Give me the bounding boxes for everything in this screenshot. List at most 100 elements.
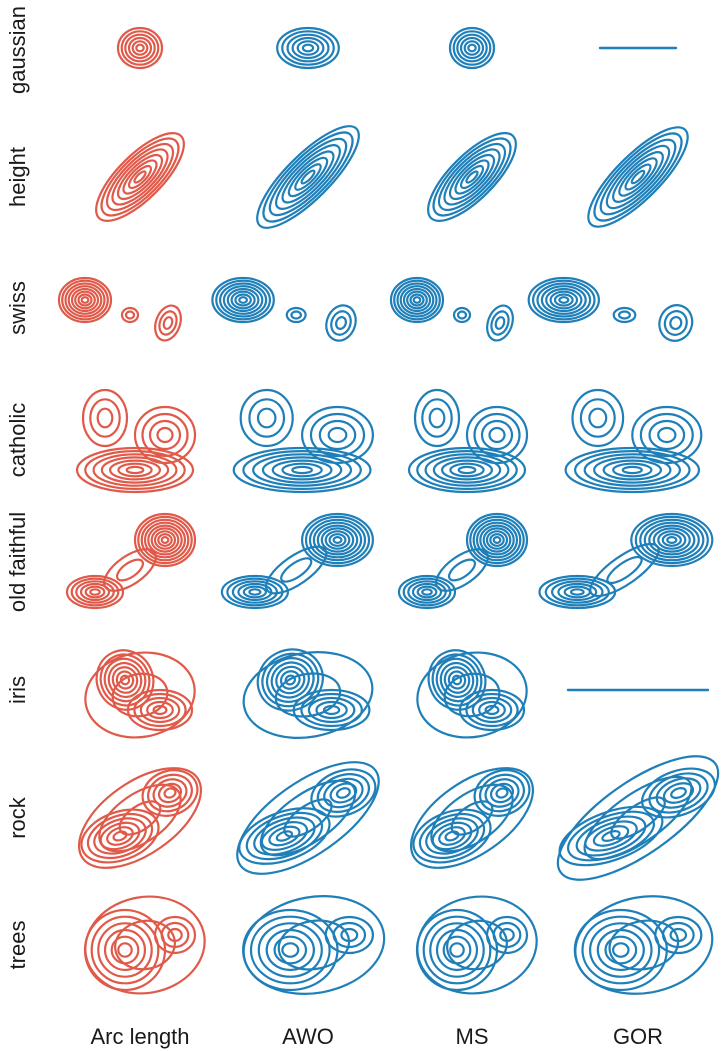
contour-line — [234, 293, 252, 307]
contour-line — [238, 296, 249, 304]
contour-panels — [57, 26, 720, 995]
contour-line — [465, 692, 519, 728]
contour-line — [219, 282, 268, 318]
contour-line — [111, 148, 169, 206]
contour-line — [77, 767, 203, 869]
contour-line — [95, 649, 155, 711]
contour-line — [652, 527, 691, 553]
contour-line — [133, 692, 187, 728]
panel-rock-ms — [409, 767, 535, 869]
contour-line — [471, 696, 513, 724]
contour-line — [308, 518, 367, 562]
contour-line — [64, 282, 106, 318]
contour-line — [480, 419, 514, 451]
panel-old-faithful-arc-length — [65, 512, 197, 610]
contour-line — [106, 143, 174, 211]
contour-line — [459, 36, 485, 60]
contour-line — [242, 585, 267, 599]
contour-line — [438, 143, 506, 211]
contour-line — [84, 450, 186, 491]
contour-line — [456, 33, 488, 63]
contour-line — [588, 407, 608, 429]
contour-line — [287, 156, 329, 198]
contour-line — [494, 316, 506, 330]
contour-line — [583, 775, 693, 861]
contour-line — [545, 287, 583, 313]
contour-line — [276, 26, 340, 70]
contour-line — [122, 159, 158, 195]
contour-line — [531, 279, 596, 321]
panel-height-awo — [256, 125, 360, 229]
contour-line — [137, 515, 193, 565]
contour-line — [602, 459, 663, 481]
contour-line — [248, 398, 286, 438]
contour-line — [485, 915, 529, 955]
contour-line — [579, 398, 616, 438]
contour-line — [661, 533, 682, 547]
contour-line — [259, 779, 357, 857]
contour-line — [301, 43, 315, 53]
contour-line — [435, 928, 479, 972]
contour-line — [248, 588, 262, 596]
contour-line — [438, 826, 466, 846]
contour-line — [610, 796, 666, 840]
contour-line — [447, 558, 477, 582]
contour-line — [587, 126, 689, 228]
contour-line — [74, 290, 96, 310]
contour-line — [125, 465, 145, 475]
contour-line — [599, 138, 677, 216]
contour-line — [291, 465, 314, 475]
contour-line — [655, 777, 702, 809]
contour-line — [549, 290, 579, 310]
contour-line — [131, 40, 149, 56]
contour-line — [154, 304, 182, 342]
contour-line — [330, 310, 352, 336]
contour-line — [421, 398, 453, 438]
contour-line — [77, 293, 93, 307]
contour-line — [61, 279, 109, 321]
contour-line — [296, 40, 320, 56]
contour-line — [120, 30, 160, 66]
contour-line — [601, 830, 621, 842]
panel-iris-awo — [242, 648, 374, 739]
contour-line — [275, 144, 341, 210]
contour-line — [449, 462, 485, 478]
contour-line — [612, 462, 653, 478]
contour-line — [475, 521, 519, 559]
contour-line — [605, 144, 671, 210]
contour-line — [257, 922, 323, 978]
contour-line — [472, 518, 522, 562]
contour-line — [611, 942, 630, 958]
contour-line — [593, 456, 672, 484]
contour-line — [271, 459, 333, 481]
contour-line — [318, 419, 357, 451]
row-labels: gaussian height swiss catholic old faith… — [5, 6, 30, 970]
contour-line — [152, 778, 188, 808]
contour-line — [118, 800, 162, 836]
contour-line — [488, 426, 506, 444]
contour-line — [486, 304, 514, 342]
contour-line — [256, 125, 360, 229]
contour-line — [409, 767, 535, 869]
contour-line — [323, 777, 364, 809]
panel-gaussian-ms — [448, 26, 496, 70]
panel-old-faithful-gor — [538, 512, 714, 610]
contour-line — [479, 524, 515, 556]
panel-old-faithful-awo — [220, 512, 375, 610]
column-label-arc-length: Arc length — [90, 1024, 189, 1049]
contour-line — [261, 456, 343, 484]
contour-line — [98, 783, 182, 853]
contour-line — [335, 787, 351, 799]
contour-line — [115, 670, 135, 690]
contour-line — [307, 696, 356, 724]
panel-catholic-awo — [232, 388, 375, 494]
contour-line — [126, 688, 194, 732]
contour-line — [262, 131, 354, 223]
contour-line — [281, 462, 323, 478]
row-label-swiss: swiss — [5, 281, 30, 335]
contour-line — [654, 915, 703, 955]
panel-trees-arc-length — [83, 895, 206, 995]
panel-catholic-arc-length — [75, 388, 197, 494]
contour-line — [397, 574, 457, 610]
contour-line — [147, 524, 183, 556]
